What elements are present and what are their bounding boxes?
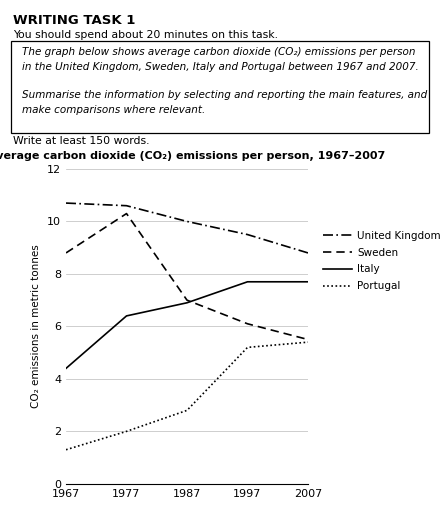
Text: Write at least 150 words.: Write at least 150 words. [13, 136, 150, 146]
Text: WRITING TASK 1: WRITING TASK 1 [13, 14, 136, 27]
Title: Average carbon dioxide (CO₂) emissions per person, 1967–2007: Average carbon dioxide (CO₂) emissions p… [0, 151, 385, 161]
Text: You should spend about 20 minutes on this task.: You should spend about 20 minutes on thi… [13, 30, 278, 40]
Text: The graph below shows average carbon dioxide (CO₂) emissions per person
in the U: The graph below shows average carbon dio… [22, 47, 427, 115]
Legend: United Kingdom, Sweden, Italy, Portugal: United Kingdom, Sweden, Italy, Portugal [323, 231, 440, 291]
Y-axis label: CO₂ emissions in metric tonnes: CO₂ emissions in metric tonnes [31, 245, 41, 408]
